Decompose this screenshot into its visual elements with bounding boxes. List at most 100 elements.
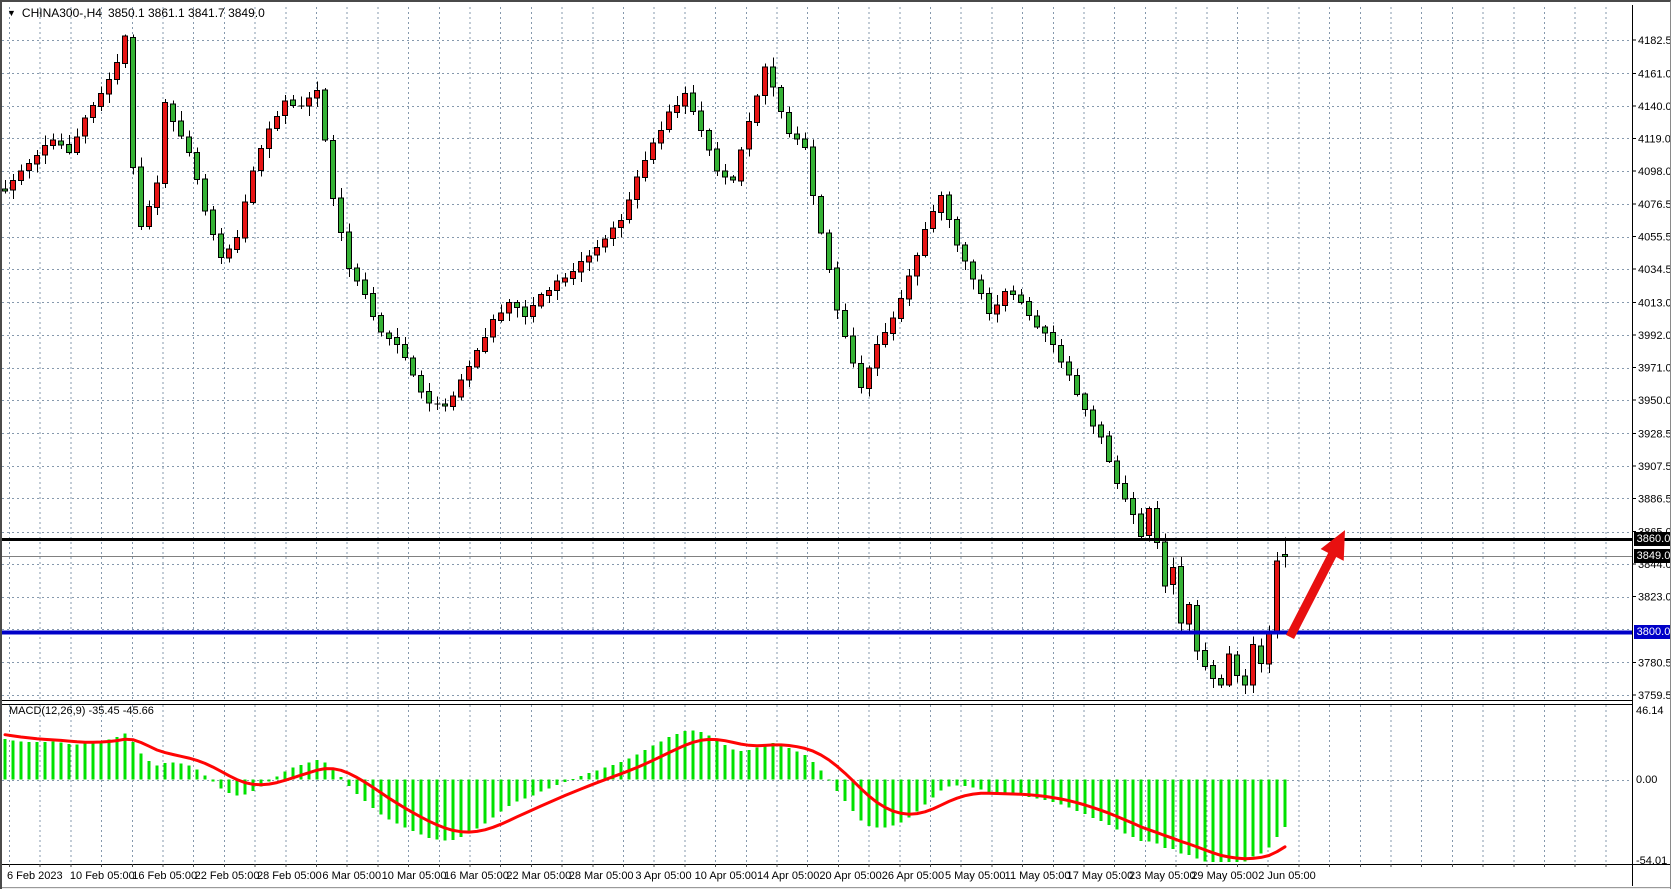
macd-bar bbox=[811, 762, 815, 780]
macd-bar bbox=[363, 779, 367, 801]
candle-bull bbox=[466, 366, 472, 381]
candle-bear bbox=[66, 143, 72, 153]
candle-bear bbox=[1138, 513, 1144, 537]
candle-bear bbox=[58, 140, 64, 146]
candle-bull bbox=[754, 95, 760, 123]
axes-frame bbox=[2, 5, 1670, 886]
macd-bar bbox=[595, 770, 599, 780]
candle-bear bbox=[1202, 649, 1208, 667]
macd-bar bbox=[131, 741, 135, 780]
macd-bar bbox=[739, 750, 743, 780]
candle-bear bbox=[1178, 566, 1184, 624]
time-axis-label: 10 Apr 05:00 bbox=[695, 870, 757, 882]
candle-bear bbox=[1234, 654, 1240, 677]
candle-bull bbox=[746, 120, 752, 150]
macd-bar bbox=[803, 755, 807, 780]
candle-bear bbox=[202, 178, 208, 212]
candle-bull bbox=[162, 102, 168, 185]
candle-bear bbox=[354, 267, 360, 282]
macd-bar bbox=[955, 779, 959, 786]
candle-bull bbox=[1170, 566, 1176, 586]
price-axis-label: 4098.0 bbox=[1638, 166, 1671, 178]
macd-bar bbox=[1099, 779, 1103, 822]
price-badge-current: 3849.0 bbox=[1634, 549, 1670, 564]
macd-bar bbox=[995, 779, 999, 795]
macd-bar bbox=[699, 732, 703, 780]
candle-bull bbox=[586, 255, 592, 263]
candle-bear bbox=[178, 120, 184, 137]
candle-bear bbox=[1130, 498, 1136, 516]
macd-bar bbox=[859, 779, 863, 821]
time-axis-label: 5 May 05:00 bbox=[945, 870, 1006, 882]
time-axis-label: 10 Mar 05:00 bbox=[382, 870, 447, 882]
macd-bar bbox=[1163, 779, 1167, 848]
macd-bar bbox=[1083, 779, 1087, 815]
macd-bar bbox=[1267, 779, 1271, 848]
candle-bull bbox=[306, 97, 312, 107]
macd-bar bbox=[1211, 779, 1215, 862]
chart-title-bar: ▼ CHINA300-,H4 3850.1 3861.1 3841.7 3849… bbox=[7, 6, 265, 20]
macd-bar bbox=[915, 779, 919, 812]
up-arrow-annotation[interactable] bbox=[1286, 530, 1345, 639]
candle-bear bbox=[1058, 344, 1064, 363]
macd-bar bbox=[659, 741, 663, 780]
macd-bar bbox=[91, 742, 95, 780]
macd-bar bbox=[723, 745, 727, 780]
time-axis-label: 28 Feb 05:00 bbox=[257, 870, 322, 882]
macd-bar bbox=[563, 779, 567, 782]
macd-bar bbox=[275, 776, 279, 780]
macd-bar bbox=[851, 779, 855, 812]
macd-bar bbox=[531, 779, 535, 796]
symbol-dropdown-icon[interactable]: ▼ bbox=[7, 8, 16, 18]
candles-layer bbox=[2, 34, 1288, 695]
macd-bar bbox=[147, 761, 151, 780]
candle-bull bbox=[10, 179, 16, 191]
macd-bar bbox=[827, 779, 831, 781]
time-axis-label: 28 Mar 05:00 bbox=[569, 870, 634, 882]
macd-bar bbox=[515, 779, 519, 802]
macd-bar bbox=[795, 751, 799, 780]
grid-lines bbox=[2, 7, 1632, 863]
candle-bull bbox=[226, 248, 232, 259]
time-axis-label: 23 May 05:00 bbox=[1129, 870, 1196, 882]
time-axis-label: 6 Mar 05:00 bbox=[322, 870, 381, 882]
macd-bar bbox=[747, 749, 751, 780]
macd-bar bbox=[27, 741, 31, 780]
price-axis-label: 3823.0 bbox=[1638, 592, 1671, 604]
macd-bar bbox=[123, 733, 127, 780]
price-axis[interactable]: 4182.5 4161.0 4140.0 4119.0 4098.0 4076.5 4055… bbox=[1632, 35, 1671, 702]
time-axis-label: 16 Mar 05:00 bbox=[444, 870, 509, 882]
candle-bear bbox=[1042, 326, 1048, 334]
macd-bar bbox=[1195, 779, 1199, 859]
candle-bull bbox=[282, 100, 288, 116]
price-axis-label: 3759.5 bbox=[1638, 690, 1671, 702]
macd-bar bbox=[403, 779, 407, 828]
candle-bear bbox=[1074, 374, 1080, 396]
price-axis-label: 4140.0 bbox=[1638, 101, 1671, 113]
candle-bear bbox=[346, 231, 352, 269]
candle-bear bbox=[1018, 294, 1024, 303]
macd-bar bbox=[339, 776, 343, 780]
candle-bull bbox=[266, 128, 272, 150]
macd-bar bbox=[1179, 779, 1183, 854]
macd-bar bbox=[1075, 779, 1079, 811]
macd-bar bbox=[963, 779, 967, 786]
candle-bull bbox=[650, 142, 656, 160]
time-axis-label: 17 May 05:00 bbox=[1067, 870, 1134, 882]
macd-bar bbox=[1235, 779, 1239, 862]
macd-bar bbox=[1187, 779, 1191, 855]
candle-bear bbox=[770, 66, 776, 88]
macd-bar bbox=[1131, 779, 1135, 838]
macd-bar bbox=[19, 741, 23, 780]
macd-bar bbox=[787, 748, 791, 780]
macd-axis-zero: 0.00 bbox=[1636, 773, 1658, 786]
candle-bear bbox=[1242, 675, 1248, 686]
time-axis-label: 3 Apr 05:00 bbox=[635, 870, 691, 882]
macd-bar bbox=[467, 779, 471, 834]
macd-bar bbox=[235, 779, 239, 796]
candle-bull bbox=[258, 147, 264, 172]
macd-bar bbox=[603, 767, 607, 780]
candle-bull bbox=[538, 294, 544, 307]
